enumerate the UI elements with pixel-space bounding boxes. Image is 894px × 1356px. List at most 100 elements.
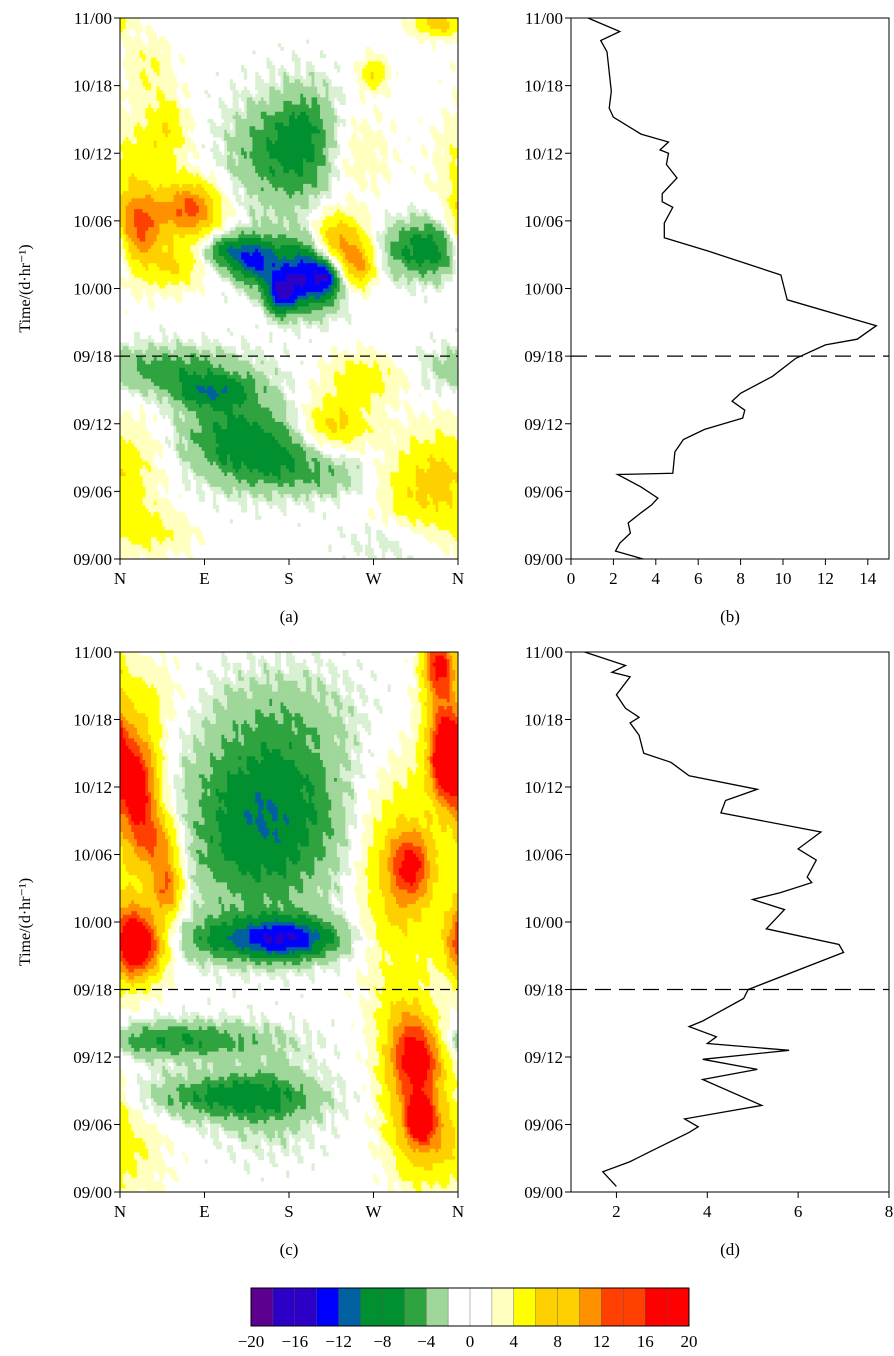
heatmap-cell <box>148 173 152 178</box>
heatmap-cell <box>145 230 149 235</box>
heatmap-cell <box>269 111 273 116</box>
heatmap-cell <box>139 104 143 109</box>
heatmap-cell <box>131 223 135 228</box>
heatmap-cell <box>269 238 273 243</box>
heatmap-cell <box>122 140 127 145</box>
heatmap-cell <box>179 256 183 261</box>
heatmap-cell <box>280 118 284 123</box>
heatmap-cell <box>393 129 397 134</box>
heatmap-cell <box>308 137 312 142</box>
heatmap-cell <box>148 90 152 95</box>
heatmap-cell <box>435 230 439 235</box>
heatmap-cell <box>243 234 248 239</box>
heatmap-cell <box>384 252 388 257</box>
heatmap-cell <box>190 126 194 131</box>
heatmap-cell <box>165 100 169 105</box>
heatmap-cell <box>370 64 374 69</box>
heatmap-cell <box>294 108 298 113</box>
heatmap-cell <box>314 245 318 250</box>
heatmap-cell <box>187 223 191 228</box>
heatmap-cell <box>443 21 448 26</box>
heatmap-cell <box>153 216 158 221</box>
heatmap-cell <box>274 111 279 116</box>
heatmap-cell <box>412 241 417 246</box>
heatmap-cell <box>181 227 186 232</box>
heatmap-cell <box>331 144 335 149</box>
heatmap-cell <box>173 79 177 84</box>
heatmap-cell <box>260 238 265 243</box>
heatmap-cell <box>167 183 172 188</box>
heatmap-cell <box>148 118 152 123</box>
heatmap-cell <box>317 104 321 109</box>
heatmap-cell <box>184 133 188 138</box>
heatmap-cell <box>365 140 369 145</box>
heatmap-cell <box>221 198 225 203</box>
heatmap-cell <box>131 151 135 156</box>
heatmap-cell <box>336 227 341 232</box>
heatmap-cell <box>128 147 132 152</box>
heatmap-cell <box>229 115 234 120</box>
heatmap-cell <box>289 219 293 224</box>
heatmap-cell <box>145 28 149 33</box>
heatmap-cell <box>235 97 239 102</box>
heatmap-cell <box>134 176 138 181</box>
heatmap-cell <box>291 194 296 199</box>
heatmap-cell <box>162 165 166 170</box>
heatmap-cell <box>167 191 172 196</box>
heatmap-cell <box>136 173 141 178</box>
heatmap-cell <box>252 227 256 232</box>
heatmap-cell <box>424 223 428 228</box>
heatmap-cell <box>176 187 180 192</box>
heatmap-cell <box>283 216 287 221</box>
heatmap-cell <box>407 205 411 210</box>
heatmap-cell <box>148 241 152 246</box>
heatmap-cell <box>145 219 149 224</box>
heatmap-cell <box>190 191 194 196</box>
heatmap-cell <box>359 122 363 127</box>
heatmap-cell <box>153 223 158 228</box>
heatmap-cell <box>272 97 276 102</box>
heatmap-cell <box>449 61 453 66</box>
heatmap-cell <box>198 169 203 174</box>
heatmap-cell <box>153 173 158 178</box>
heatmap-cell <box>255 140 259 145</box>
heatmap-cell <box>303 187 307 192</box>
heatmap-cell <box>308 68 312 73</box>
heatmap-cell <box>404 219 408 224</box>
heatmap-cell <box>410 241 414 246</box>
heatmap-cell <box>325 90 329 95</box>
heatmap-cell <box>384 219 388 224</box>
heatmap-cell <box>215 209 219 214</box>
heatmap-cell <box>125 32 129 37</box>
heatmap-cell <box>142 151 146 156</box>
heatmap-cell <box>435 245 439 250</box>
heatmap-cell <box>294 137 298 142</box>
heatmap-cell <box>134 36 138 41</box>
heatmap-cell <box>176 219 180 224</box>
heatmap-cell <box>427 227 431 232</box>
heatmap-cell <box>443 187 448 192</box>
heatmap-cell <box>210 259 214 264</box>
heatmap-cell <box>367 230 372 235</box>
heatmap-cell <box>362 176 366 181</box>
heatmap-cell <box>238 248 242 253</box>
heatmap-cell <box>148 227 152 232</box>
heatmap-cell <box>184 169 188 174</box>
heatmap-cell <box>232 82 236 87</box>
heatmap-cell <box>277 219 281 224</box>
heatmap-cell <box>328 86 332 91</box>
heatmap-cell <box>150 201 155 206</box>
heatmap-cell <box>263 230 267 235</box>
heatmap-cell <box>367 165 372 170</box>
heatmap-cell <box>314 191 318 196</box>
heatmap-cell <box>359 61 363 66</box>
heatmap-cell <box>362 183 366 188</box>
heatmap-cell <box>179 238 183 243</box>
heatmap-cell <box>198 173 203 178</box>
heatmap-cell <box>131 140 135 145</box>
heatmap-cell <box>136 72 141 77</box>
heatmap-cell <box>322 183 327 188</box>
heatmap-cell <box>384 72 388 77</box>
heatmap-cell <box>241 93 245 98</box>
heatmap-cell <box>443 241 448 246</box>
